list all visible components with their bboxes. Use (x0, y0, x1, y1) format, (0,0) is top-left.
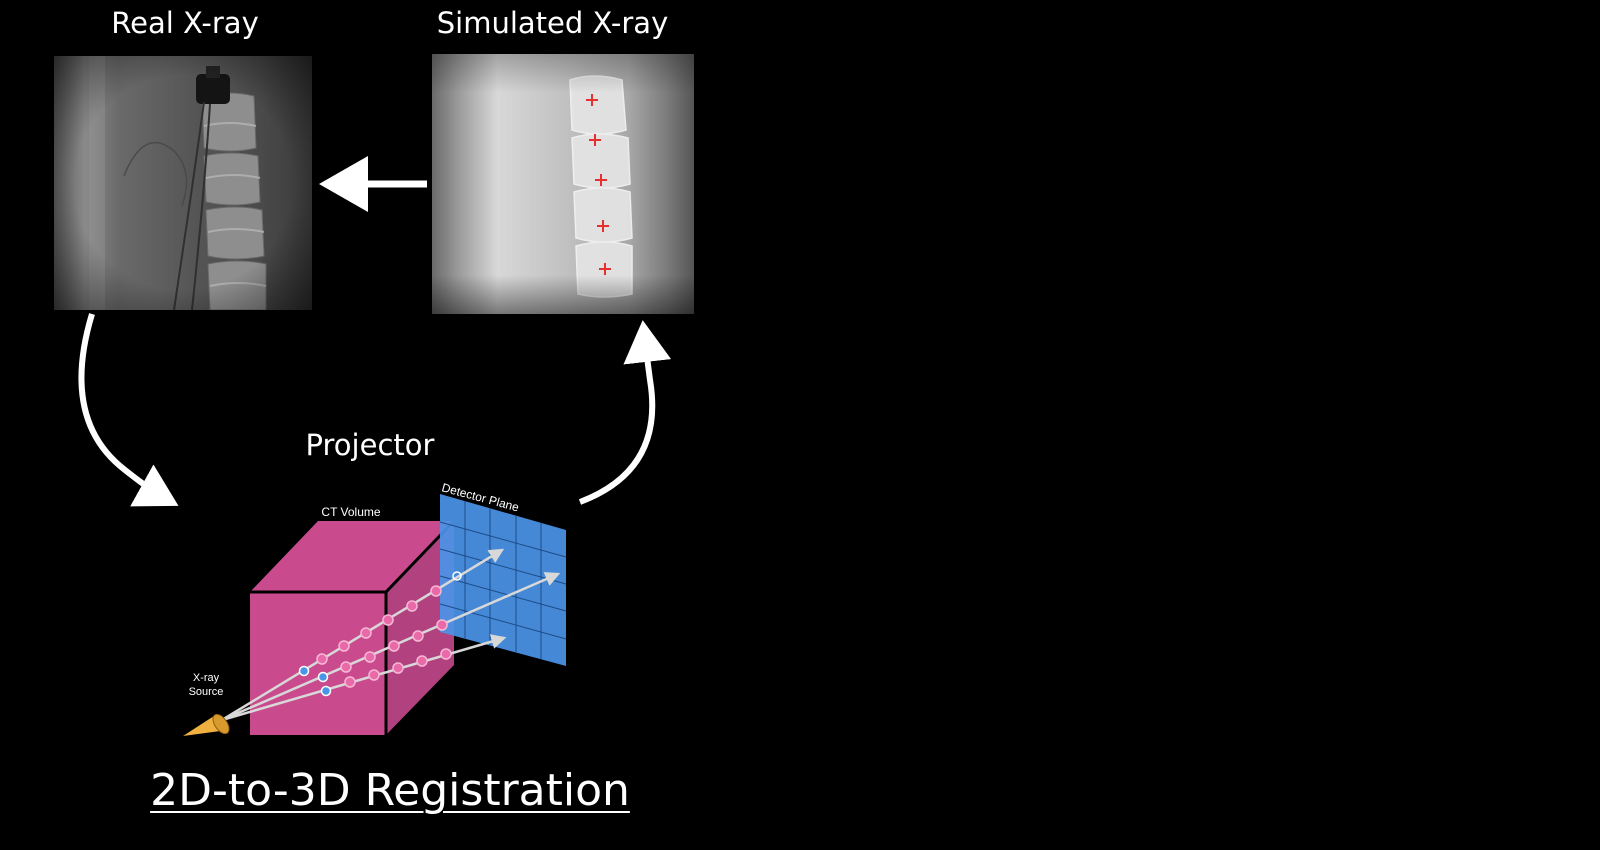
real-xray-title: Real X-ray (111, 6, 259, 40)
xray-source-icon (183, 713, 230, 736)
real-xray-image (54, 56, 312, 310)
detector-plane (439, 494, 567, 666)
ct-volume-cube (250, 519, 456, 735)
ct-volume-label: CT Volume (321, 505, 380, 519)
real-to-projector-arrow (78, 313, 179, 507)
landmark-markers (586, 94, 611, 275)
main-title: 2D-to-3D Registration (150, 765, 630, 816)
simulated-xray-title: Simulated X-ray (436, 6, 669, 40)
xray-source-label-line2: Source (189, 686, 224, 698)
simulated-xray-image (432, 54, 694, 314)
xray-source-label-line1: X-ray (193, 672, 220, 684)
projector-title: Projector (305, 428, 435, 462)
projector-to-sim-arrow (578, 320, 672, 505)
